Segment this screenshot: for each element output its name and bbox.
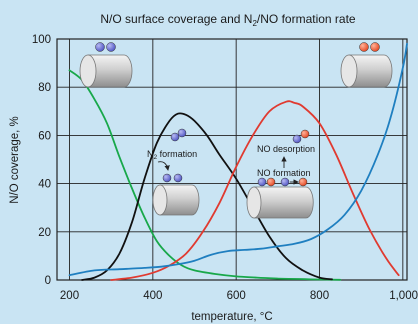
- y-tick-label: 40: [38, 179, 51, 191]
- plot-area: [56, 38, 408, 281]
- y-tick-label: 0: [45, 275, 51, 287]
- y-tick-label: 80: [38, 82, 51, 94]
- axis-ticks: 200 400 600 800 1,000 0 20 40 60 80 100: [32, 34, 418, 302]
- x-tick-label: 400: [143, 290, 162, 302]
- x-tick-label: 800: [310, 290, 329, 302]
- x-tick-label: 600: [227, 290, 246, 302]
- x-tick-label: 1,000: [389, 290, 418, 302]
- no-formation-label: NO formation: [257, 168, 311, 178]
- cylinder-n-atoms-icon: [79, 42, 133, 88]
- y-tick-label: 20: [38, 227, 51, 239]
- series-line-black: [81, 112, 333, 281]
- n2-formation-label: N2 formation: [147, 149, 197, 161]
- series-group: [68, 42, 408, 281]
- y-axis-label: N/O coverage, %: [9, 116, 21, 204]
- x-tick-label: 200: [60, 290, 79, 302]
- chart-title: N/O surface coverage and N2/NO formation…: [100, 12, 356, 28]
- no-formation-illustration: NO desorption NO formation: [246, 129, 315, 219]
- no-desorption-label: NO desorption: [257, 144, 315, 154]
- n2-formation-illustration: N2 formation: [147, 128, 200, 216]
- series-line-blue: [68, 42, 408, 277]
- x-axis-label: temperature, °C: [191, 311, 272, 323]
- y-tick-label: 60: [38, 130, 51, 142]
- y-tick-label: 100: [32, 34, 51, 46]
- cylinder-o-atoms-icon: [340, 42, 393, 88]
